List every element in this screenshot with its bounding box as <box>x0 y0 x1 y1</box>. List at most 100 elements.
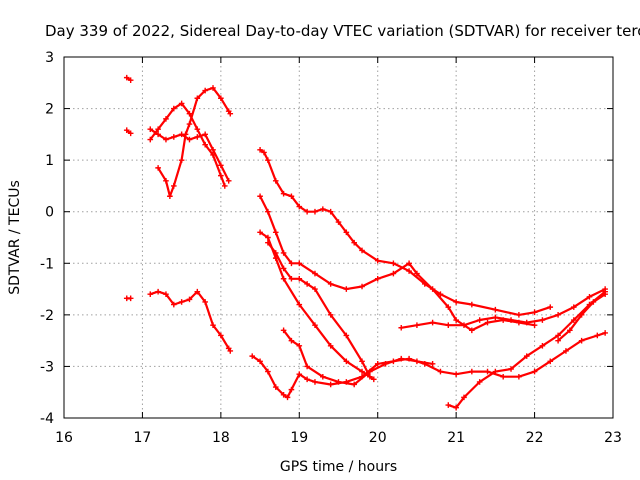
data-point <box>516 373 522 380</box>
data-point <box>414 270 420 277</box>
data-point <box>288 337 295 344</box>
data-point <box>265 239 271 246</box>
data-point <box>296 275 303 282</box>
data-point <box>445 304 452 310</box>
data-point <box>171 105 177 112</box>
x-tick-label: 23 <box>604 430 622 446</box>
data-point <box>194 288 201 295</box>
data-point <box>221 183 228 189</box>
data-point <box>147 291 154 298</box>
data-point <box>367 368 373 375</box>
x-tick-label: 16 <box>55 430 73 446</box>
data-point <box>374 275 381 282</box>
data-point <box>296 260 303 267</box>
data-point <box>539 343 546 349</box>
y-tick-label: -4 <box>40 411 54 427</box>
data-point <box>202 131 208 138</box>
data-point <box>186 296 193 303</box>
data-point <box>194 134 201 140</box>
data-point <box>406 260 412 267</box>
data-point <box>210 147 216 153</box>
y-tick-label: -3 <box>40 359 54 375</box>
data-point <box>280 327 287 334</box>
data-point <box>123 74 130 81</box>
data-point <box>343 286 350 292</box>
data-point <box>429 361 436 367</box>
data-point <box>186 136 193 143</box>
x-tick-label: 17 <box>134 430 152 446</box>
data-point <box>127 295 134 302</box>
data-point <box>225 177 232 184</box>
axis-ticks <box>63 56 614 419</box>
data-point <box>257 147 263 153</box>
data-point <box>523 319 530 326</box>
data-point <box>327 312 334 318</box>
data-point <box>288 386 295 393</box>
data-point <box>210 85 216 91</box>
grid <box>64 57 613 418</box>
data-point <box>508 317 514 323</box>
data-point <box>284 394 291 401</box>
data-point <box>178 100 185 107</box>
data-point <box>280 250 287 256</box>
data-point <box>555 332 561 339</box>
series-line <box>149 290 232 353</box>
data-point <box>429 286 436 292</box>
data-point <box>453 404 459 411</box>
data-point <box>531 368 538 375</box>
data-point <box>257 358 263 365</box>
data-point <box>155 131 161 138</box>
data-point <box>453 299 459 305</box>
data-point <box>469 368 475 375</box>
data-point <box>414 358 420 365</box>
data-point <box>167 193 173 200</box>
data-point <box>343 358 350 365</box>
data-point <box>461 394 467 401</box>
data-point <box>280 265 287 272</box>
data-point <box>272 250 279 256</box>
data-point <box>202 299 208 305</box>
y-axis-label: SDTVAR / TECUs <box>7 180 23 295</box>
data-point <box>335 379 342 385</box>
chart-title: Day 339 of 2022, Sidereal Day-to-day VTE… <box>45 22 640 40</box>
data-point <box>327 208 334 215</box>
y-tick-label: 1 <box>45 153 54 169</box>
x-tick-label: 20 <box>369 430 387 446</box>
y-tick-label: -1 <box>40 256 54 272</box>
data-point <box>218 332 224 339</box>
series-arc-4 <box>147 100 228 189</box>
data-point <box>312 270 318 277</box>
series-arc-1 <box>123 74 134 84</box>
data-point <box>531 322 538 328</box>
data-point <box>469 327 475 334</box>
data-point <box>202 87 208 94</box>
data-point <box>304 363 310 370</box>
data-point <box>351 239 357 246</box>
data-point <box>296 371 303 377</box>
data-point <box>171 301 177 308</box>
series-line <box>259 195 536 332</box>
x-tick-label: 18 <box>212 430 230 446</box>
data-point <box>335 219 342 225</box>
data-point <box>359 368 365 375</box>
data-point <box>359 358 365 365</box>
series-line <box>447 290 607 409</box>
x-tick-labels: 16 17 18 19 20 21 22 23 <box>55 430 622 446</box>
data-point <box>567 327 573 334</box>
data-point <box>182 131 189 138</box>
data-point <box>265 157 271 163</box>
data-point <box>280 190 287 197</box>
series-arc-16 <box>555 291 608 344</box>
data-point <box>288 260 295 267</box>
data-point <box>590 299 597 305</box>
series-arc-13 <box>280 327 436 388</box>
y-tick-label: 3 <box>45 50 54 66</box>
data-point <box>453 371 459 377</box>
data-point <box>127 77 134 84</box>
data-point <box>249 353 256 359</box>
data-point <box>272 229 279 236</box>
data-point <box>484 368 491 375</box>
series-arc-8 <box>257 147 554 318</box>
data-point <box>312 379 318 385</box>
